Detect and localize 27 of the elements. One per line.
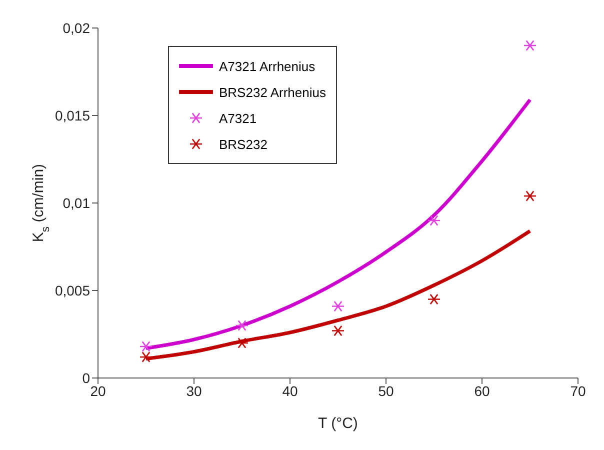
y-tick-label: 0,015 <box>54 107 90 124</box>
x-tick-label: 50 <box>378 382 394 399</box>
y-tick-label: 0,005 <box>54 282 90 298</box>
point <box>427 294 441 305</box>
point <box>139 352 153 362</box>
legend-label: BRS232 Arrhenius <box>219 84 326 100</box>
x-tick-label: 30 <box>186 382 202 399</box>
point <box>523 190 537 202</box>
x-axis-title: T (°C) <box>318 415 358 432</box>
point <box>235 320 249 331</box>
point <box>331 300 345 312</box>
point <box>523 40 537 51</box>
line-series <box>144 98 532 350</box>
point <box>427 215 441 226</box>
point <box>331 325 345 336</box>
x-tick-label: 70 <box>570 382 586 399</box>
x-tick-label: 60 <box>474 382 490 399</box>
legend-label: A7321 <box>219 110 257 126</box>
point <box>139 341 153 352</box>
y-tick-label: 0,02 <box>62 20 90 36</box>
y-tick-label: 0,01 <box>62 194 90 211</box>
x-tick-label: 40 <box>282 382 298 399</box>
legend-label: A7321 Arrhenius <box>219 58 316 74</box>
x-tick-label: 20 <box>90 382 106 399</box>
legend-label: BRS232 <box>219 136 268 152</box>
y-tick-label: 0 <box>82 370 90 386</box>
line-series <box>144 229 532 360</box>
